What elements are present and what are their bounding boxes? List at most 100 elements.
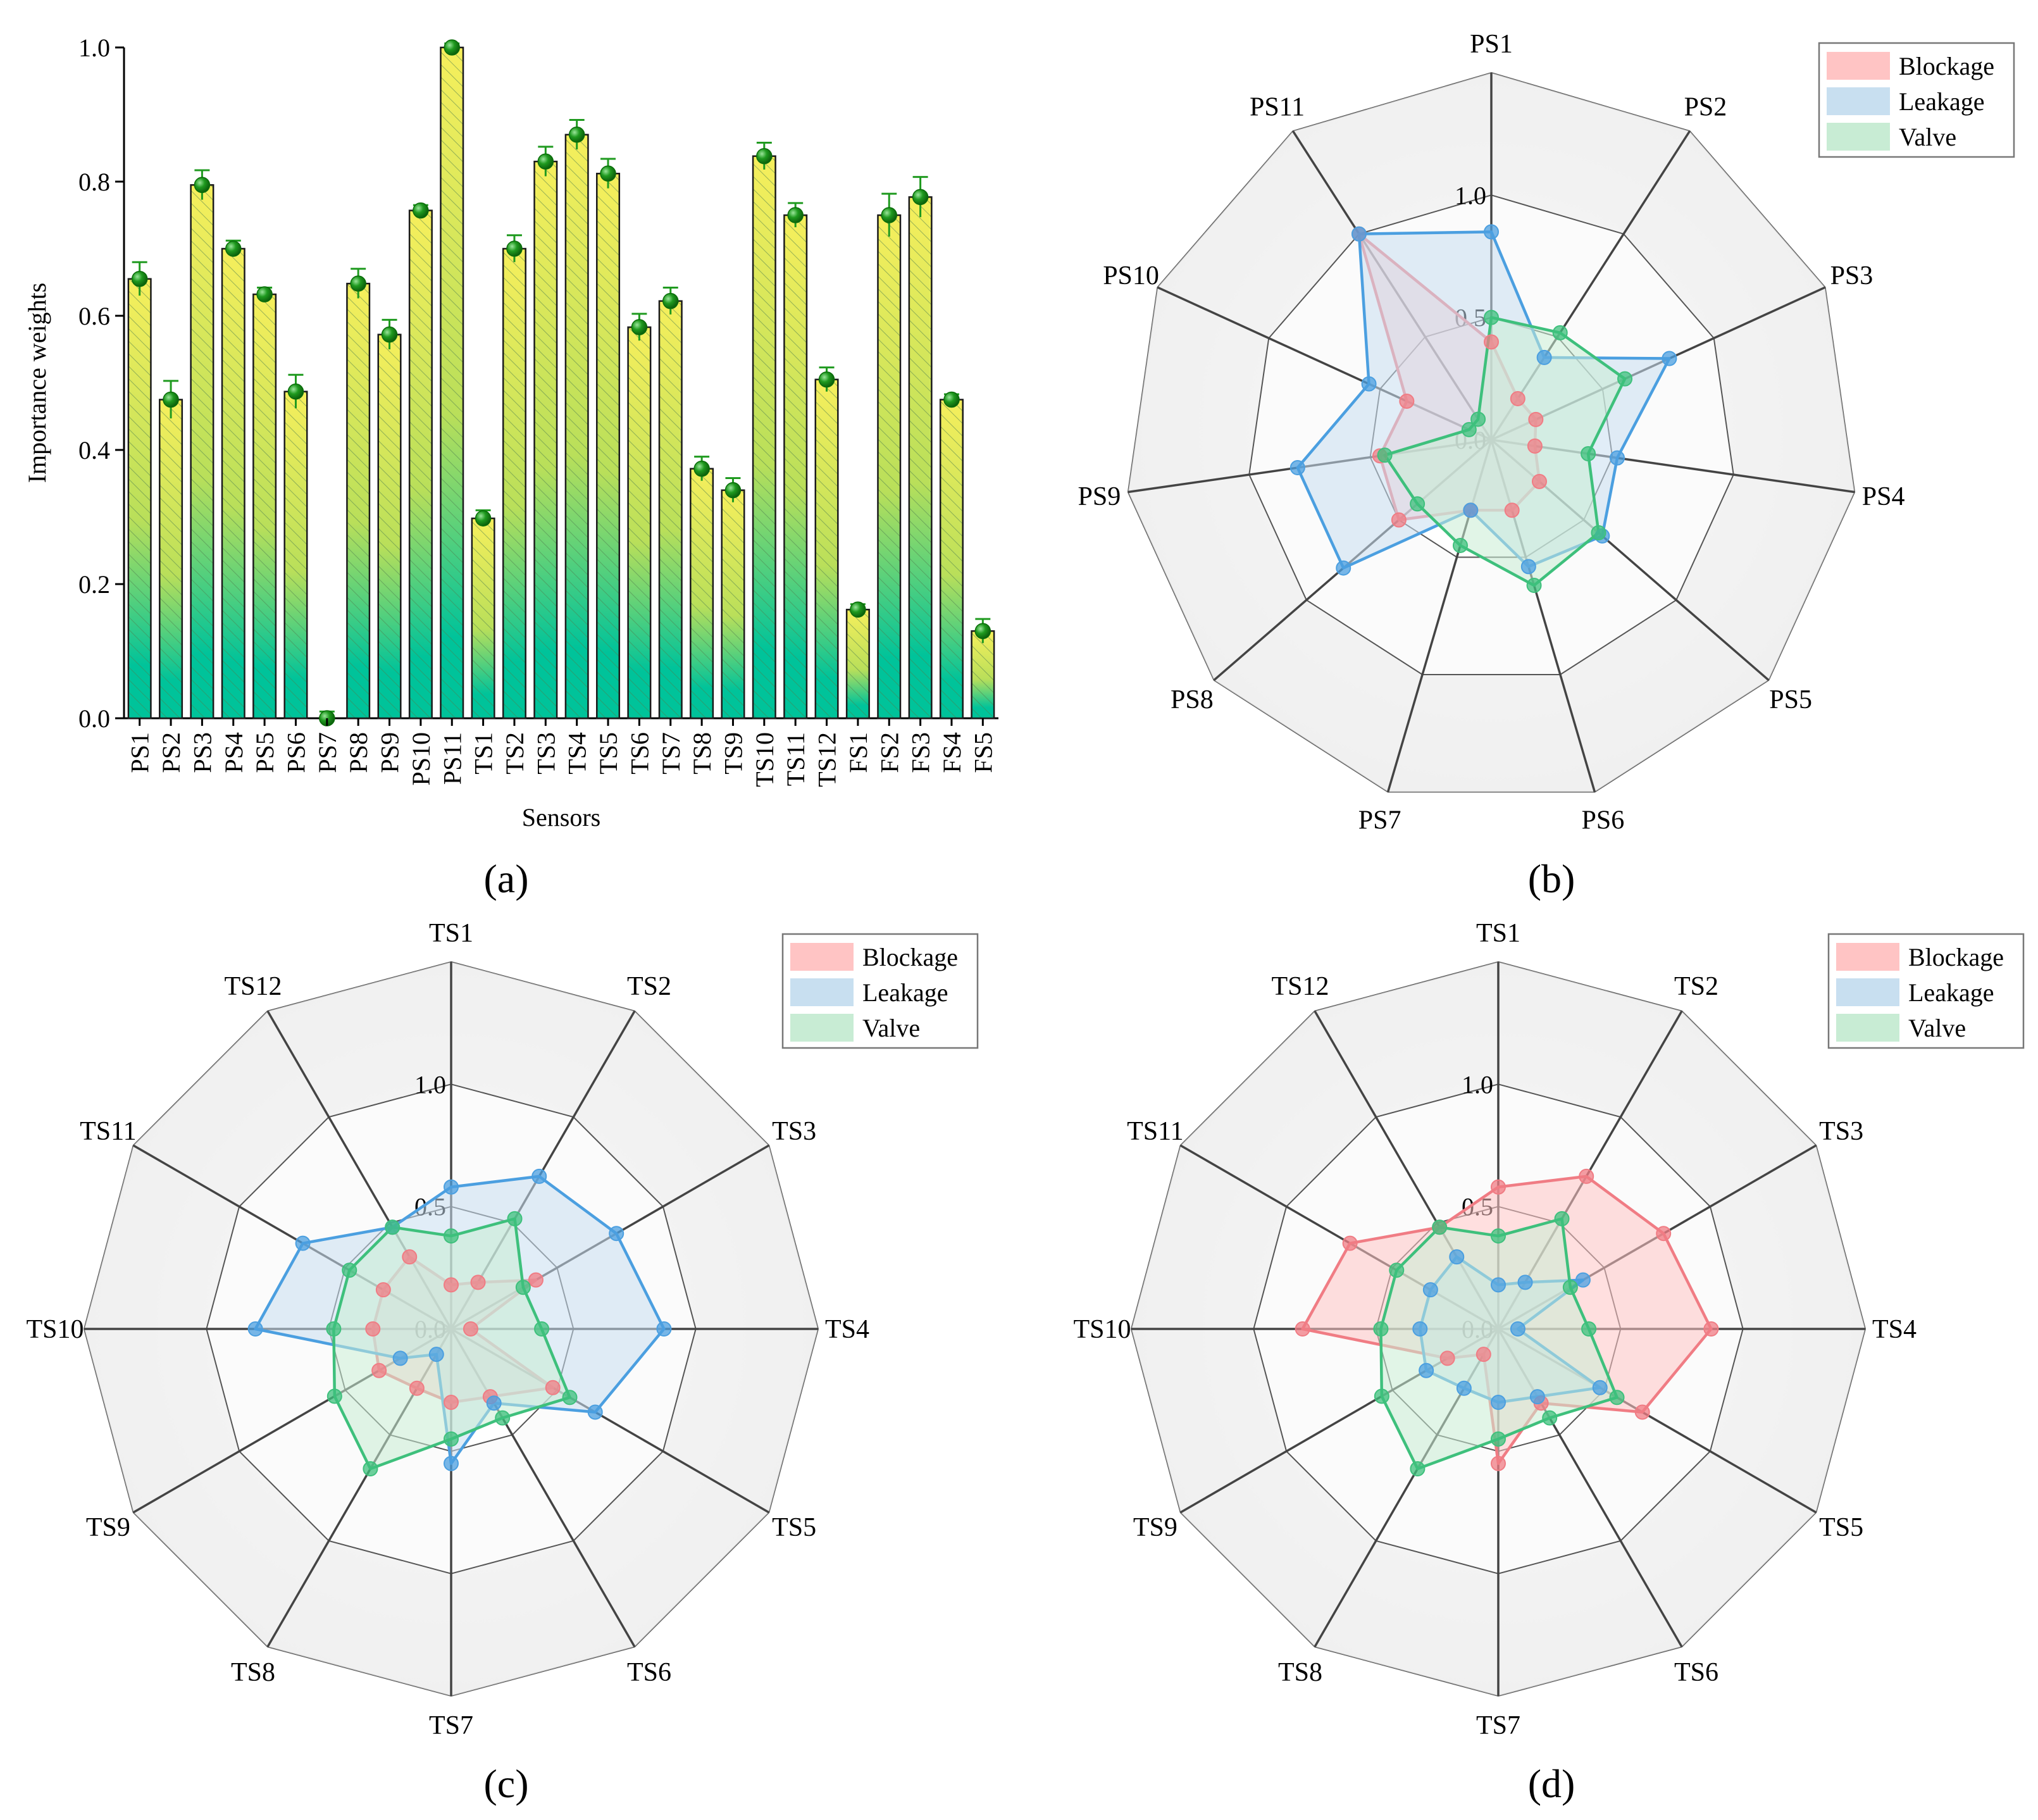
legend-label: Valve (1899, 123, 1956, 151)
radar-axis-label: PS2 (1684, 92, 1727, 122)
x-tick-label: TS3 (531, 732, 560, 775)
x-tick-label: PS4 (220, 732, 248, 773)
x-tick-label: FS3 (907, 732, 935, 773)
radar-point (1432, 1219, 1448, 1235)
radar-point (365, 1321, 381, 1337)
radar-axis-label: TS4 (1872, 1315, 1917, 1344)
panel-label-a: (a) (483, 856, 528, 901)
legend-swatch (790, 1014, 854, 1042)
radar-point (1510, 1321, 1525, 1337)
y-tick-label: 0.0 (78, 704, 110, 733)
panel-label-b: (b) (1528, 856, 1575, 901)
radar-point (1617, 371, 1633, 387)
radar-point (1289, 460, 1305, 476)
radar-point (1531, 473, 1547, 489)
radar-point (1463, 502, 1479, 518)
bar-hatch (409, 210, 432, 719)
radar-axis-label: TS2 (1674, 972, 1718, 1001)
radar-axis-label: PS5 (1769, 685, 1812, 714)
radar-point (1389, 1262, 1405, 1278)
radar-point (1581, 1321, 1597, 1337)
radar-point (402, 1249, 418, 1265)
radar-point (1391, 512, 1407, 528)
bar-hatch (971, 631, 995, 718)
radar-point (1552, 325, 1568, 340)
radar-axis-label: TS11 (1127, 1117, 1183, 1146)
mean-marker (787, 207, 804, 223)
x-tick-label: PS2 (157, 732, 185, 773)
x-tick-label: PS9 (376, 732, 404, 773)
mean-marker (381, 326, 398, 343)
legend-swatch (1836, 978, 1899, 1006)
radar-point (1504, 502, 1520, 518)
radar-axis-label: TS1 (429, 919, 473, 948)
mean-marker (631, 319, 648, 335)
legend-label: Blockage (1908, 943, 2004, 971)
bar-hatch (847, 609, 869, 718)
mean-marker (256, 286, 273, 302)
radar-point (409, 1380, 425, 1396)
radar-chart-ts-2: 0.00.51.0TS1TS2TS3TS4TS5TS6TS7TS8TS9TS10… (1073, 919, 2025, 1740)
radar-point (1510, 390, 1525, 406)
radar-point (444, 1179, 459, 1195)
radar-axis-label: TS5 (1819, 1513, 1863, 1542)
bar-hatch (190, 185, 214, 718)
bar-hatch (534, 161, 557, 718)
radar-axis-label: TS11 (80, 1117, 136, 1146)
mean-marker (943, 391, 960, 408)
mean-marker (194, 177, 211, 194)
mean-marker (662, 292, 679, 309)
bar-hatch (565, 134, 588, 719)
radar-point (1520, 559, 1536, 575)
radar-point (1419, 1362, 1434, 1378)
radar-axis-label: TS6 (627, 1658, 671, 1687)
radar-axis-label: PS11 (1250, 92, 1305, 122)
x-tick-label: TS11 (781, 732, 810, 786)
radial-tick-label: 1.0 (1462, 1070, 1493, 1099)
radar-point (428, 1347, 444, 1362)
radar-chart-ts-1: 0.00.51.0TS1TS2TS3TS4TS5TS6TS7TS8TS9TS10… (26, 919, 979, 1740)
radar-point (470, 1275, 486, 1290)
radar-point (363, 1461, 378, 1477)
radar-point (1410, 1461, 1426, 1477)
radar-point (1610, 450, 1625, 466)
radar-axis-label: TS5 (772, 1513, 816, 1542)
bar-hatch (440, 47, 464, 718)
y-axis-label: Importance weights (23, 283, 51, 483)
y-tick-label: 1.0 (78, 34, 110, 62)
bar-hatch (690, 468, 713, 718)
radar-point (1456, 1380, 1472, 1396)
radar-point (1529, 1389, 1545, 1405)
bar-hatch (597, 173, 619, 718)
radar-point (444, 1228, 459, 1244)
mean-marker (881, 207, 897, 223)
x-tick-label: TS7 (657, 732, 685, 775)
radar-point (656, 1321, 672, 1337)
radar-axis-label: TS2 (627, 972, 671, 1001)
x-tick-label: TS8 (688, 732, 716, 775)
radar-point (495, 1410, 511, 1426)
x-tick-label: PS8 (344, 732, 373, 773)
y-tick-label: 0.6 (78, 302, 110, 330)
radar-point (1399, 393, 1415, 409)
radar-axis-label: PS1 (1470, 30, 1513, 59)
radar-axis-label: PS7 (1358, 806, 1401, 835)
radar-axis-label: PS6 (1582, 806, 1625, 835)
radar-point (1662, 351, 1677, 366)
x-tick-label: PS5 (251, 732, 279, 773)
legend-label: Leakage (862, 978, 948, 1007)
radar-axis-label: TS8 (1278, 1658, 1322, 1687)
radar-point (1579, 1168, 1594, 1184)
mean-marker (693, 460, 710, 477)
radar-axis-label: TS12 (1271, 972, 1329, 1001)
radar-axis-label: PS3 (1830, 261, 1873, 290)
mean-marker (413, 202, 429, 219)
x-tick-label: TS2 (500, 732, 529, 775)
radar-point (1581, 446, 1596, 462)
radar-point (1461, 421, 1477, 437)
radar-axis-label: PS4 (1862, 482, 1905, 511)
bar-hatch (909, 197, 932, 718)
radar-axis-label: TS9 (1133, 1513, 1177, 1542)
radar-axis-label: TS4 (825, 1315, 869, 1344)
